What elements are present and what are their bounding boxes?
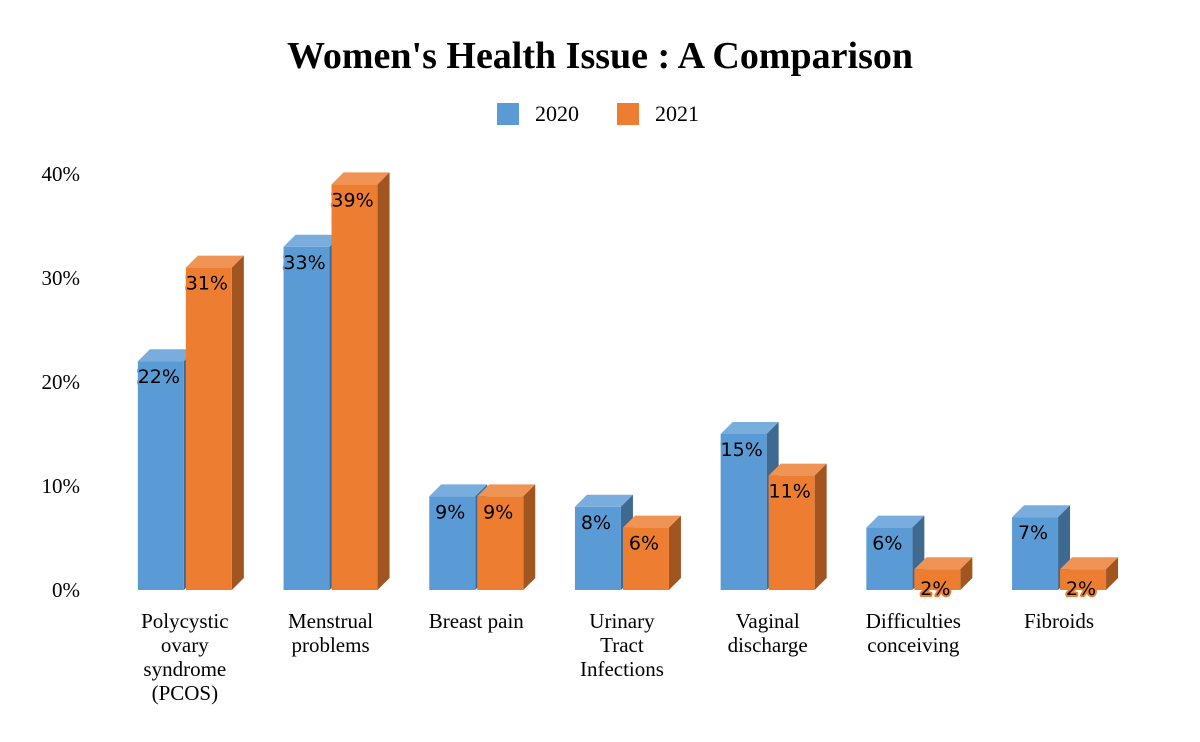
- bar-side: [960, 557, 973, 590]
- bar-2021-4: [768, 463, 827, 590]
- data-label-2021-2: 9%: [483, 501, 513, 523]
- bar-front: [1060, 569, 1107, 590]
- bar-top: [137, 349, 196, 362]
- bar-top: [574, 494, 633, 507]
- category-label-line: ovary: [161, 633, 209, 657]
- bar-side: [377, 172, 390, 590]
- y-tick-label: 30%: [42, 266, 81, 290]
- category-label-0: Polycystic ovary syndrome (PCOS): [141, 609, 229, 705]
- chart-title: Women's Health Issue : A Comparison: [287, 35, 913, 77]
- y-tick-label: 10%: [42, 474, 81, 498]
- bar-top: [866, 515, 925, 528]
- data-label-2021-5: 2%: [920, 578, 950, 600]
- category-label-line: Menstrual: [288, 609, 373, 633]
- y-axis: 0% 10% 20% 30% 40%: [42, 162, 81, 602]
- category-label-line: Urinary: [589, 609, 655, 633]
- bar-top: [622, 515, 681, 528]
- bars: [137, 172, 1119, 591]
- bar-front: [137, 361, 184, 590]
- bar-top: [914, 557, 973, 570]
- legend-label-2020: 2020: [535, 101, 579, 126]
- legend: 2020 2021: [497, 101, 699, 126]
- bar-front: [914, 569, 961, 590]
- data-label-2021-6: 2%: [1066, 578, 1096, 600]
- bar-2020-4: [720, 422, 779, 590]
- category-label-line: conceiving: [867, 633, 960, 657]
- bar-front: [429, 496, 476, 590]
- bar-top: [429, 484, 488, 497]
- bar-2021-5: [914, 557, 973, 590]
- bar-front: [574, 506, 621, 590]
- category-label-line: problems: [291, 633, 369, 657]
- data-label-2020-6: 7%: [1018, 522, 1048, 544]
- bar-top: [768, 463, 827, 476]
- data-label-2020-5: 6%: [872, 533, 902, 555]
- bar-front: [477, 496, 524, 590]
- category-label-line: Tract: [600, 633, 644, 657]
- bar-front: [768, 475, 815, 590]
- data-label-2021-3: 6%: [629, 533, 659, 555]
- category-label-line: Polycystic: [141, 609, 229, 633]
- bar-2020-6: [1012, 505, 1071, 590]
- bar-front: [622, 527, 669, 590]
- category-label-3: Urinary Tract Infections: [580, 609, 664, 681]
- bar-top: [331, 172, 390, 185]
- bar-side: [231, 255, 244, 590]
- bar-front: [185, 267, 232, 590]
- category-label-line: (PCOS): [152, 681, 219, 705]
- bar-top: [283, 234, 342, 247]
- category-label-4: Vaginal discharge: [728, 609, 808, 657]
- bar-top: [1060, 557, 1119, 570]
- bar-front: [866, 527, 913, 590]
- legend-swatch-2021: [617, 103, 639, 125]
- category-label-line: syndrome: [143, 657, 226, 681]
- data-label-2021-4: 11%: [769, 481, 811, 503]
- category-label-line: Breast pain: [429, 609, 525, 633]
- y-tick-label: 40%: [42, 162, 81, 186]
- bar-side: [1106, 557, 1119, 590]
- category-label-6: Fibroids: [1024, 609, 1094, 633]
- bar-side: [668, 515, 681, 590]
- legend-label-2021: 2021: [655, 101, 699, 126]
- data-labels: 22% 31% 33% 39% 9% 9% 8% 6% 15% 11% 6% 2% 7% 2%: [136, 187, 1098, 602]
- bar-front: [283, 246, 330, 591]
- bar-top: [720, 422, 779, 434]
- data-label-2020-2: 9%: [435, 501, 465, 523]
- bar-top: [477, 484, 536, 497]
- y-tick-label: 0%: [52, 578, 80, 602]
- bar-front: [1012, 517, 1059, 590]
- category-label-line: Fibroids: [1024, 609, 1094, 633]
- bar-front: [720, 434, 767, 590]
- data-label-2020-4: 15%: [721, 439, 763, 461]
- bar-side: [523, 484, 536, 590]
- bar-2021-0: [185, 255, 244, 590]
- data-label-2021-1: 39%: [331, 189, 373, 211]
- data-label-2021-0: 31%: [186, 273, 228, 295]
- category-label-2: Breast pain: [429, 609, 525, 633]
- bar-top: [1012, 505, 1071, 518]
- bar-2021-2: [477, 484, 536, 590]
- legend-swatch-2020: [497, 103, 519, 125]
- category-label-line: Infections: [580, 657, 664, 681]
- x-axis: Polycystic ovary syndrome (PCOS) Menstrual pr…: [141, 609, 1094, 705]
- bar-front: [331, 184, 378, 590]
- data-label-2020-3: 8%: [581, 512, 611, 534]
- category-label-5: Difficulties conceiving: [866, 609, 961, 657]
- category-label-line: Vaginal: [736, 609, 800, 633]
- bar-top: [185, 255, 244, 268]
- bar-2021-6: [1060, 557, 1119, 590]
- data-label-2020-1: 33%: [283, 252, 325, 274]
- bar-2021-1: [331, 172, 390, 590]
- category-label-line: Difficulties: [866, 609, 961, 633]
- category-label-1: Menstrual problems: [288, 609, 373, 657]
- data-label-2020-0: 22%: [138, 366, 180, 388]
- bar-2021-3: [622, 515, 681, 590]
- category-label-line: discharge: [728, 633, 808, 657]
- bar-side: [814, 463, 827, 590]
- y-tick-label: 20%: [42, 370, 81, 394]
